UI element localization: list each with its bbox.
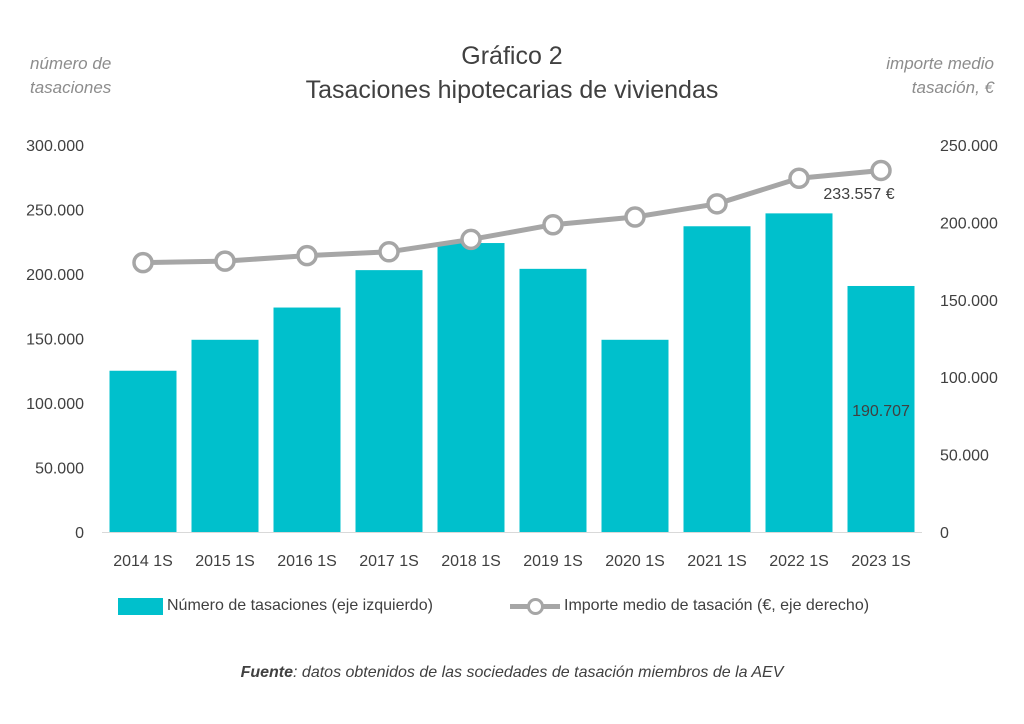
x-axis-tick-label: 2019 1S <box>523 553 583 570</box>
legend-bars-label: Número de tasaciones (eje izquierdo) <box>167 597 433 614</box>
x-axis-tick-label: 2015 1S <box>195 553 255 570</box>
line-point-2019-1s <box>542 213 564 236</box>
legend-item-line: Importe medio de tasación (€, eje derech… <box>510 597 869 615</box>
line-point-2022-1s <box>788 167 810 190</box>
bar-2018-1s <box>437 243 505 533</box>
right-axis-note: importe medio tasación, € <box>886 52 994 100</box>
bar-2019-1s <box>519 268 587 532</box>
bar-2017-1s <box>355 270 423 532</box>
left-axis-tick-label: 100.000 <box>26 396 84 413</box>
legend-line-swatch <box>510 597 560 615</box>
right-axis-tick-label: 100.000 <box>940 370 998 387</box>
right-axis-tick-label: 150.000 <box>940 293 998 310</box>
left-axis-tick-label: 0 <box>75 525 84 542</box>
right-axis-tick-label: 200.000 <box>940 215 998 232</box>
left-axis-note: número de tasaciones <box>30 52 111 100</box>
right-axis-tick-label: 0 <box>940 525 949 542</box>
x-axis-tick-label: 2014 1S <box>113 553 173 570</box>
line-point-2016-1s <box>296 244 318 267</box>
source-note: Fuente: datos obtenidos de las sociedade… <box>0 664 1024 682</box>
bar-2023-1s <box>847 285 915 532</box>
legend-bar-swatch <box>118 597 163 615</box>
left-axis-tick-label: 150.000 <box>26 332 84 349</box>
line-point-2015-1s <box>214 250 236 272</box>
line-point-2021-1s <box>706 193 728 215</box>
x-axis-tick-label: 2017 1S <box>359 553 419 570</box>
left-axis-note-line2: tasaciones <box>30 78 112 97</box>
legend-item-bars: Número de tasaciones (eje izquierdo) <box>118 597 433 615</box>
bar-2022-1s <box>765 213 833 532</box>
left-axis-tick-label: 300.000 <box>26 138 84 155</box>
line-point-2014-1s <box>132 251 154 274</box>
right-axis-note-line2: tasación, € <box>911 78 994 97</box>
right-axis-note-line1: importe medio <box>886 54 994 73</box>
bar-2016-1s <box>273 307 341 532</box>
line-point-2023-1s <box>870 159 892 182</box>
chart-title-line1: Gráfico 2 <box>461 42 563 70</box>
line-series-importe <box>142 167 882 266</box>
left-axis-tick-label: 200.000 <box>26 267 84 284</box>
source-prefix: Fuente <box>240 664 294 681</box>
x-axis-tick-label: 2018 1S <box>441 553 501 570</box>
x-axis-tick-label: 2016 1S <box>277 553 337 570</box>
left-axis-tick-label: 250.000 <box>26 203 84 220</box>
x-axis-tick-label: 2023 1S <box>851 553 911 570</box>
chart-title-line2: Tasaciones hipotecarias de viviendas <box>305 76 719 104</box>
left-axis-note-line1: número de <box>30 54 112 73</box>
bar-data-label-2023: 190.707 <box>852 403 910 420</box>
right-axis-tick-label: 50.000 <box>940 448 989 465</box>
right-axis-tick-label: 250.000 <box>940 138 998 155</box>
line-point-2018-1s <box>460 228 482 251</box>
line-point-2020-1s <box>624 206 646 228</box>
source-text: : datos obtenidos de las sociedades de t… <box>293 664 784 681</box>
line-point-2017-1s <box>378 241 400 263</box>
x-axis-tick-label: 2020 1S <box>605 553 665 570</box>
bar-2021-1s <box>683 226 751 532</box>
x-axis-tick-label: 2022 1S <box>769 553 829 570</box>
x-axis-tick-label: 2021 1S <box>687 553 747 570</box>
bar-2014-1s <box>109 370 177 532</box>
legend-line-label: Importe medio de tasación (€, eje derech… <box>564 597 870 614</box>
line-data-label-2023: 233.557 € <box>823 186 894 203</box>
bar-2015-1s <box>191 339 259 532</box>
left-axis-tick-label: 50.000 <box>35 461 84 478</box>
bar-2020-1s <box>601 339 669 532</box>
